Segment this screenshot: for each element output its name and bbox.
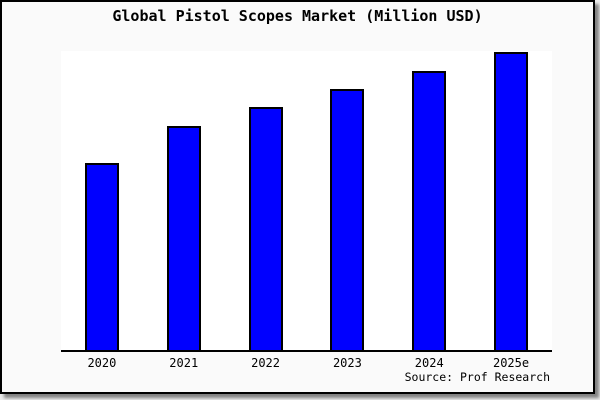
bar-2020 [84, 163, 119, 350]
x-axis-labels: 2020 2021 2022 2023 2024 2025e [61, 356, 552, 370]
bar-slot-2022 [225, 51, 307, 350]
bar-slot-2023 [306, 51, 388, 350]
bar-slot-2025e [470, 51, 552, 350]
x-axis-label-2025e: 2025e [492, 356, 530, 370]
source-note: Source: Prof Research [404, 370, 550, 384]
chart-title: Global Pistol Scopes Market (Million USD… [112, 7, 483, 25]
chart-frame: Global Pistol Scopes Market (Million USD… [0, 0, 595, 394]
x-axis-label-2023: 2023 [332, 356, 362, 370]
x-axis-label-2020: 2020 [87, 356, 117, 370]
bar-slot-2021 [143, 51, 225, 350]
bar-2021 [166, 126, 201, 350]
x-axis-label-2021: 2021 [169, 356, 199, 370]
x-axis-label-2022: 2022 [251, 356, 281, 370]
bar-2023 [330, 89, 365, 350]
x-axis-label-2024: 2024 [414, 356, 444, 370]
bar-2025e [494, 52, 529, 350]
plot-area [61, 51, 552, 352]
bar-2022 [248, 107, 283, 350]
bar-2024 [412, 71, 447, 350]
bar-slot-2024 [388, 51, 470, 350]
bar-slot-2020 [61, 51, 143, 350]
